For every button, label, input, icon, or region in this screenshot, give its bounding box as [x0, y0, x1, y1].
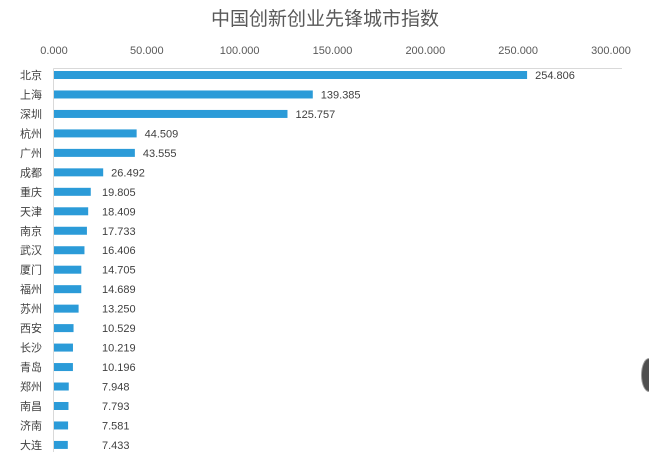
- bar-row-16: 青岛 10.196: [20, 360, 136, 374]
- bar-row-7: 重庆 19.805: [20, 185, 136, 199]
- value-label-7: 19.805: [102, 187, 136, 199]
- category-label-8: 天津: [20, 205, 42, 218]
- category-label-15: 长沙: [20, 342, 42, 355]
- bar-row-19: 济南 7.581: [20, 418, 130, 432]
- x-tick-label-2: 50.000: [130, 45, 164, 57]
- bar-row-17: 郑州 7.948: [20, 380, 130, 394]
- city-bar-10: [54, 246, 85, 255]
- value-label-5: 43.555: [143, 148, 177, 160]
- category-label-16: 青岛: [20, 360, 42, 374]
- bar-row-10: 武汉 16.406: [20, 244, 136, 257]
- bar-row-9: 南京 17.733: [20, 224, 136, 238]
- category-label-14: 西安: [20, 321, 42, 335]
- category-label-12: 福州: [20, 282, 42, 296]
- value-label-14: 10.529: [102, 323, 136, 335]
- category-label-2: 上海: [20, 87, 42, 101]
- city-bar-6: [54, 168, 104, 177]
- category-label-4: 杭州: [20, 126, 42, 140]
- city-bar-5: [54, 148, 135, 157]
- city-bar-14: [54, 324, 74, 333]
- city-bar-20: [54, 440, 68, 449]
- bar-row-14: 西安 10.529: [20, 321, 136, 335]
- chart-title: 中国创新创业先锋城市指数: [211, 8, 439, 30]
- value-label-12: 14.689: [102, 284, 136, 296]
- value-label-1: 254.806: [535, 70, 575, 82]
- city-bar-9: [54, 226, 87, 235]
- bar-row-1: 北京 254.806: [20, 68, 575, 82]
- category-label-10: 武汉: [20, 244, 42, 257]
- bar-row-8: 天津 18.409: [20, 205, 136, 218]
- city-bar-15: [54, 343, 73, 352]
- category-label-13: 苏州: [20, 303, 42, 316]
- bar-row-2: 上海 139.385: [20, 87, 361, 101]
- category-label-3: 深圳: [20, 108, 42, 121]
- city-bar-19: [54, 421, 69, 430]
- city-bar-13: [54, 304, 79, 313]
- city-bar-11: [54, 265, 82, 274]
- value-label-6: 26.492: [111, 167, 145, 179]
- city-bar-17: [54, 382, 69, 391]
- city-bar-4: [54, 129, 137, 138]
- value-label-19: 7.581: [102, 420, 130, 432]
- category-label-11: 厦门: [20, 263, 42, 277]
- value-label-2: 139.385: [321, 89, 361, 101]
- bar-row-12: 福州 14.689: [20, 282, 136, 296]
- value-label-18: 7.793: [102, 401, 130, 413]
- x-tick-label-4: 150.000: [313, 45, 353, 57]
- x-tick-label-5: 200.000: [405, 45, 445, 57]
- category-label-6: 成都: [20, 166, 42, 179]
- bar-row-6: 成都 26.492: [20, 166, 145, 179]
- category-label-19: 济南: [20, 418, 42, 432]
- bar-row-4: 杭州 44.509: [20, 126, 178, 140]
- bar-row-20: 大连 7.433: [20, 438, 130, 452]
- category-label-7: 重庆: [20, 185, 42, 199]
- value-label-17: 7.948: [102, 382, 130, 394]
- category-label-18: 南昌: [20, 400, 42, 413]
- category-label-5: 广州: [20, 147, 42, 160]
- bar-row-15: 长沙 10.219: [20, 342, 136, 355]
- bar-row-3: 深圳 125.757: [20, 108, 335, 121]
- city-bar-2: [54, 90, 313, 99]
- value-label-9: 17.733: [102, 226, 136, 238]
- value-label-8: 18.409: [102, 206, 136, 218]
- category-label-1: 北京: [20, 68, 42, 82]
- value-label-4: 44.509: [145, 128, 179, 140]
- x-tick-label-6: 250.000: [498, 45, 538, 57]
- value-label-20: 7.433: [102, 440, 130, 452]
- x-axis-ticks: 0.000 50.000 100.000 150.000 200.000 250.000 3…: [40, 45, 631, 57]
- category-label-20: 大连: [20, 438, 42, 452]
- value-label-13: 13.250: [102, 304, 136, 316]
- value-label-3: 125.757: [295, 109, 335, 121]
- x-tick-label-1: 0.000: [40, 45, 68, 57]
- city-bar-7: [54, 187, 91, 196]
- bar-rows: 北京 254.806 上海 139.385 深圳 125.757 杭州 44.509 广州 43.…: [20, 68, 575, 452]
- bar-row-18: 南昌 7.793: [20, 400, 130, 413]
- value-label-10: 16.406: [102, 245, 136, 257]
- value-label-11: 14.705: [102, 265, 136, 277]
- city-bar-8: [54, 207, 89, 216]
- bar-row-5: 广州 43.555: [20, 147, 177, 160]
- x-tick-label-3: 100.000: [220, 45, 260, 57]
- value-label-15: 10.219: [102, 343, 136, 355]
- city-bar-3: [54, 109, 288, 118]
- bar-row-11: 厦门 14.705: [20, 263, 136, 277]
- city-bar-1: [54, 71, 528, 79]
- city-bar-16: [54, 363, 73, 372]
- city-bar-18: [54, 401, 69, 410]
- x-tick-label-7: 300.000: [591, 45, 631, 57]
- city-bar-12: [54, 285, 82, 294]
- bar-row-13: 苏州 13.250: [20, 303, 136, 316]
- value-label-16: 10.196: [102, 362, 136, 374]
- category-label-9: 南京: [20, 224, 42, 238]
- category-label-17: 郑州: [20, 380, 42, 394]
